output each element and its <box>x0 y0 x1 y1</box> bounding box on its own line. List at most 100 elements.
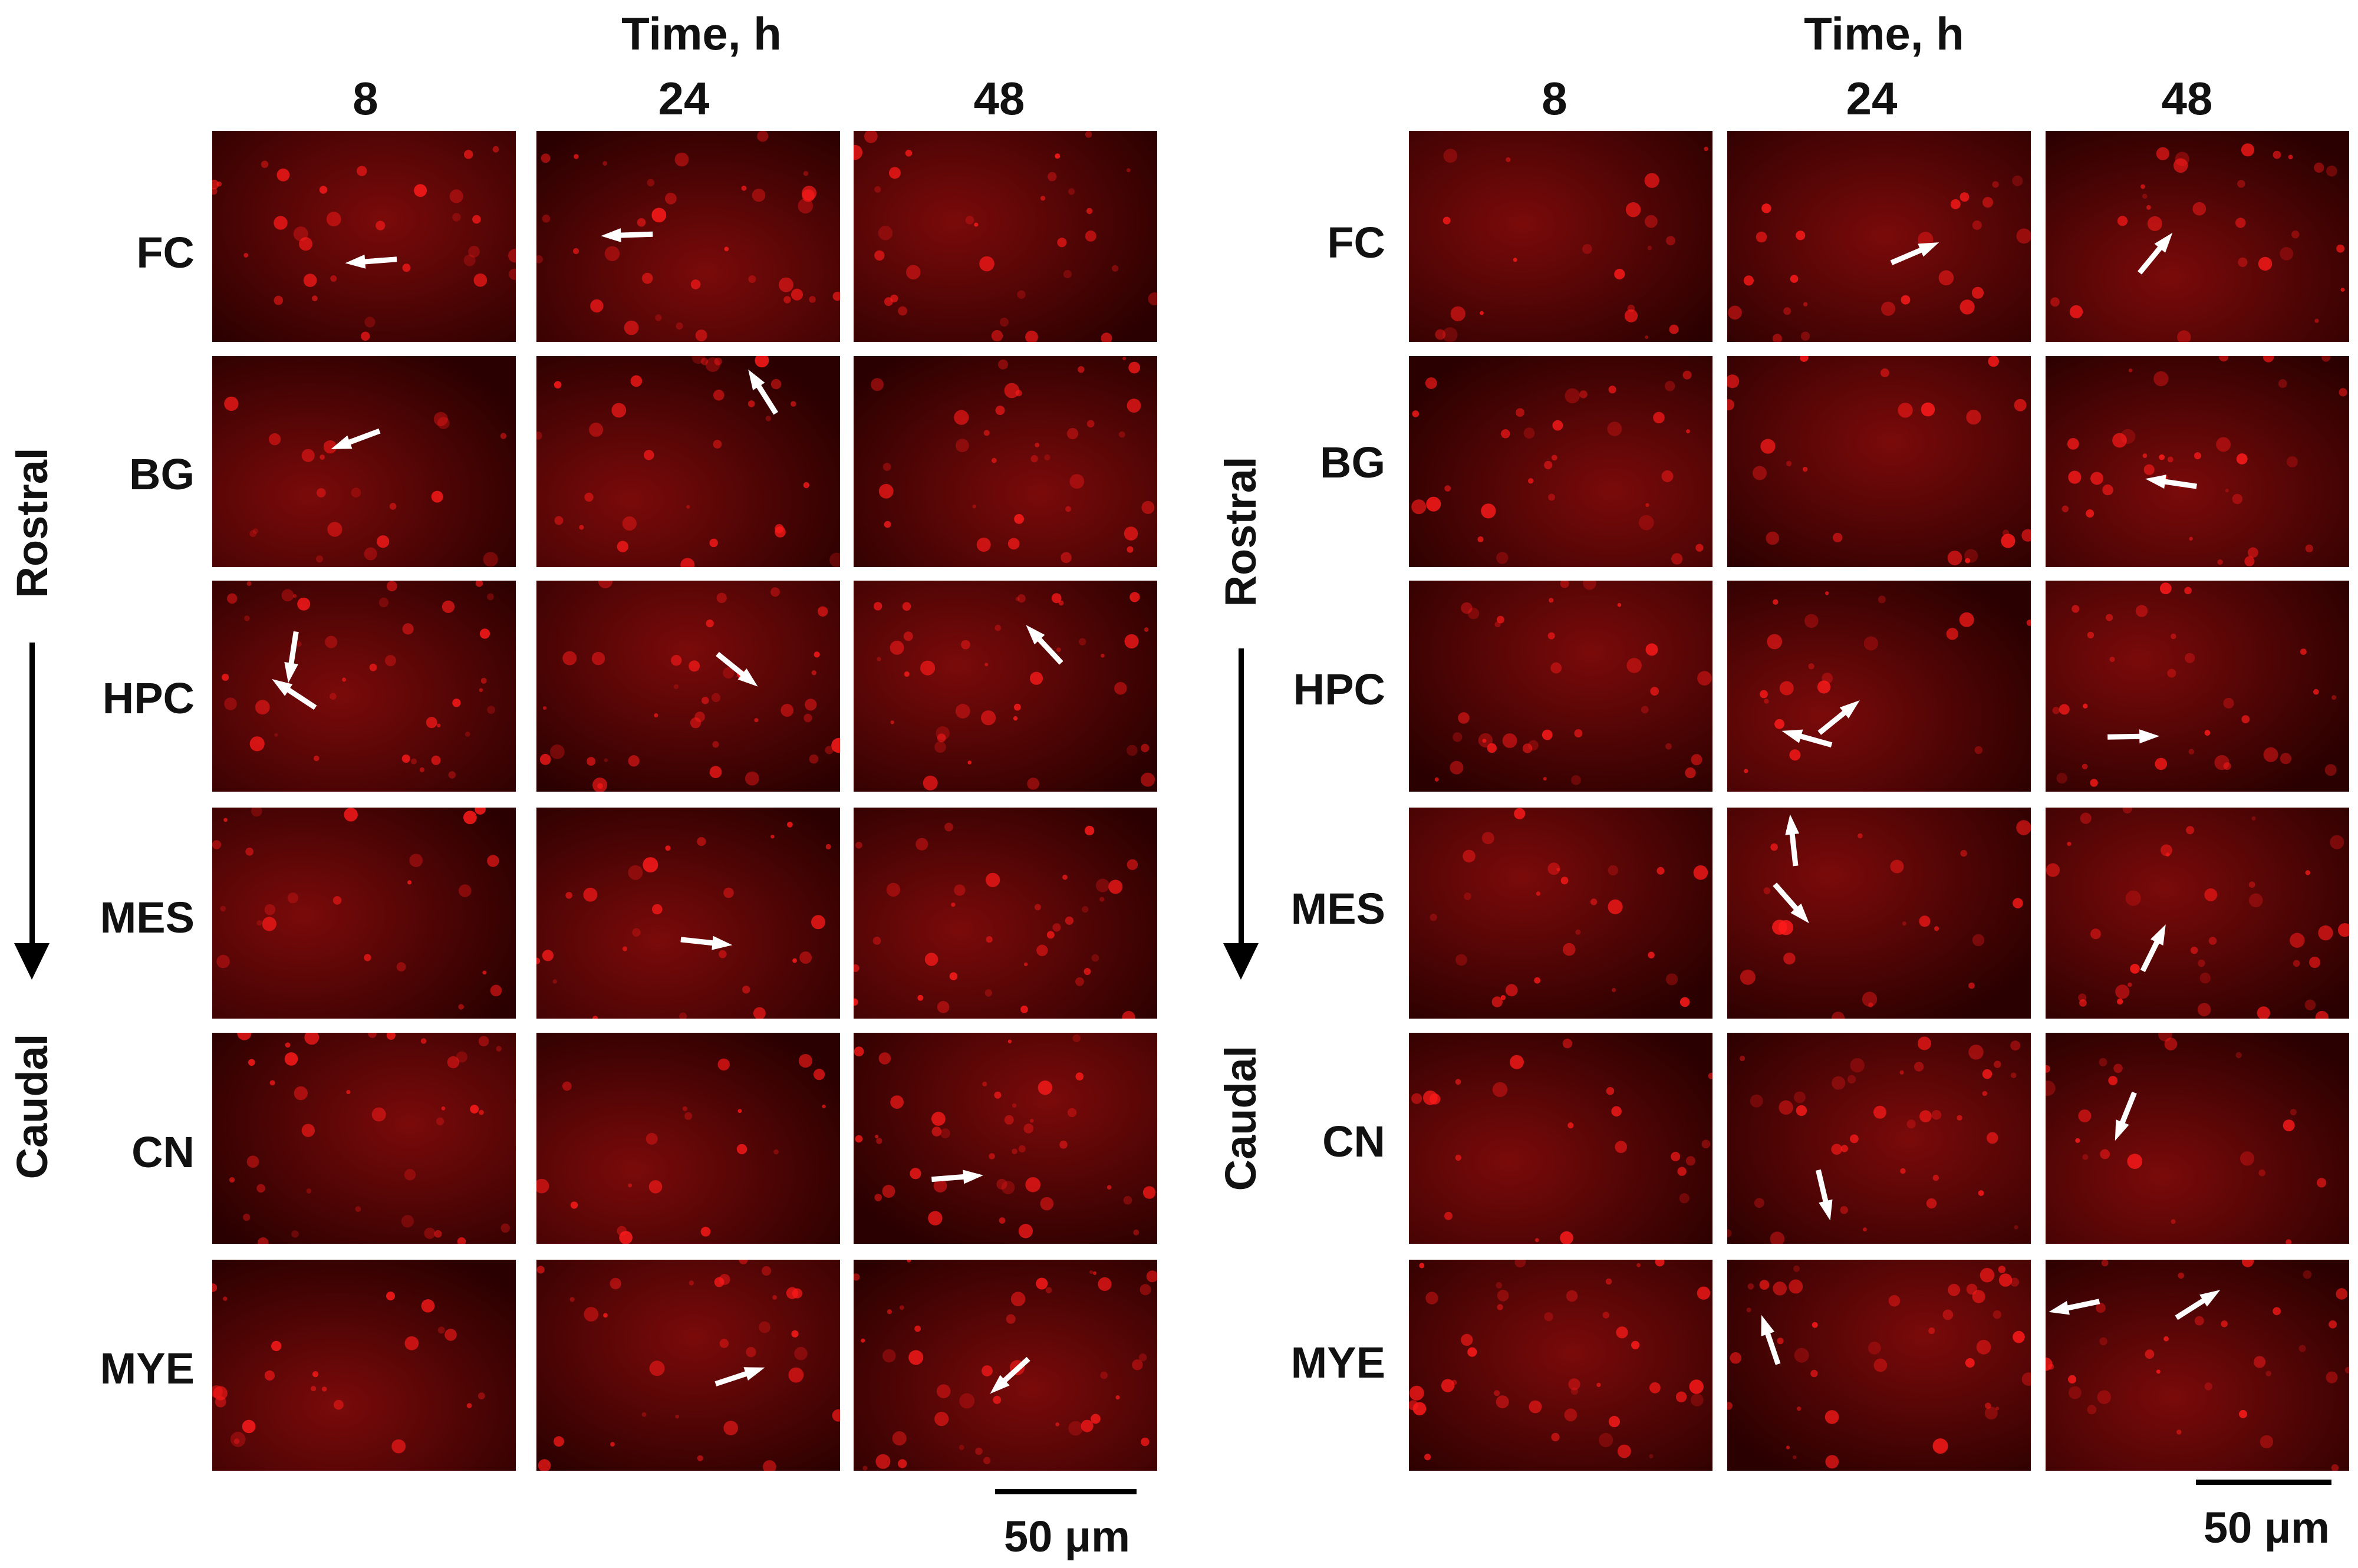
white-arrow-icon <box>2175 1290 2221 1320</box>
region-label: MES <box>1290 884 1385 933</box>
fluorescence-image <box>1409 1260 1712 1471</box>
micrograph-tile <box>212 581 516 792</box>
fluorescence-image <box>854 131 1157 342</box>
white-arrow-icon <box>2049 1299 2100 1315</box>
white-arrow-icon <box>1026 625 1063 665</box>
region-label: CN <box>1322 1117 1385 1166</box>
fluorescence-image <box>536 131 840 342</box>
region-label: CN <box>131 1128 195 1177</box>
micrograph-tile <box>1409 581 1712 792</box>
fluorescence-image <box>854 1033 1157 1244</box>
micrograph-tile <box>536 581 840 792</box>
region-label: MYE <box>100 1344 195 1393</box>
micrograph-tile <box>854 356 1157 567</box>
micrograph-tile <box>212 1033 516 1244</box>
scale-bar <box>995 1489 1137 1494</box>
micrograph-tile <box>212 131 516 342</box>
region-label: FC <box>136 228 195 277</box>
micrograph-tile <box>854 808 1157 1019</box>
micrograph-tile <box>854 581 1157 792</box>
fluorescence-image <box>1409 356 1712 567</box>
rostral-axis-label: Rostral <box>8 447 57 598</box>
rostral-caudal-arrow-shaft <box>29 643 35 949</box>
micrograph-tile <box>2046 808 2349 1019</box>
white-arrow-icon <box>284 631 299 683</box>
caudal-axis-label: Caudal <box>8 1033 57 1180</box>
fluorescence-image <box>1727 1033 2031 1244</box>
fluorescence-image <box>212 131 516 342</box>
region-label: FC <box>1327 218 1385 267</box>
white-arrow-icon <box>1781 729 1833 748</box>
white-arrow-icon <box>1890 242 1939 265</box>
fluorescence-image <box>536 356 840 567</box>
micrograph-tile <box>536 1260 840 1471</box>
micrograph-tile <box>854 131 1157 342</box>
white-arrow-icon <box>714 1367 765 1386</box>
fluorescence-image <box>1409 131 1712 342</box>
region-label: MES <box>100 893 195 942</box>
white-arrow-icon <box>1761 1315 1781 1365</box>
fluorescence-image <box>1727 1260 2031 1471</box>
white-arrow-icon <box>272 679 317 710</box>
white-arrow-icon <box>2140 924 2166 973</box>
rostral-axis-label: Rostral <box>1216 456 1265 607</box>
time-column-label: 48 <box>973 73 1025 124</box>
micrograph-tile <box>2046 356 2349 567</box>
micrograph-tile <box>1409 356 1712 567</box>
micrograph-tile <box>2046 581 2349 792</box>
fluorescence-image <box>212 581 516 792</box>
fluorescence-image <box>212 1260 516 1471</box>
time-column-label: 8 <box>1542 73 1567 124</box>
fluorescence-image <box>1409 1033 1712 1244</box>
white-arrow-icon <box>990 1356 1030 1394</box>
region-label: BG <box>129 450 195 499</box>
region-label: MYE <box>1290 1338 1385 1387</box>
white-arrow-icon <box>601 228 653 242</box>
time-column-label: 24 <box>1846 73 1898 124</box>
fluorescence-image <box>1409 808 1712 1019</box>
rostral-caudal-arrow-head <box>1223 943 1259 980</box>
white-arrow-icon <box>345 254 397 269</box>
micrograph-tile <box>536 808 840 1019</box>
fluorescence-image <box>212 356 516 567</box>
micrograph-tile <box>1727 808 2031 1019</box>
fluorescence-image <box>2046 1260 2349 1471</box>
fluorescence-image <box>2046 808 2349 1019</box>
region-label: HPC <box>102 674 195 723</box>
right-figure-panel: Time, h 8 24 48 FC BG HPC MES CN MYE Ros… <box>1185 0 2358 1568</box>
micrograph-tile <box>1727 581 2031 792</box>
micrograph-tile <box>536 131 840 342</box>
fluorescence-image <box>212 1033 516 1244</box>
micrograph-tile <box>212 356 516 567</box>
white-arrow-icon <box>680 935 733 950</box>
white-arrow-icon <box>1817 700 1860 735</box>
time-column-label: 8 <box>353 73 378 124</box>
micrograph-tile <box>1409 1033 1712 1244</box>
white-arrow-icon <box>2138 232 2173 275</box>
white-arrow-icon <box>2115 1091 2137 1141</box>
time-column-label: 24 <box>658 73 710 124</box>
rostral-caudal-arrow-head <box>14 943 50 980</box>
region-label: HPC <box>1293 665 1385 714</box>
white-arrow-icon <box>748 369 779 415</box>
micrograph-tile <box>1727 1033 2031 1244</box>
fluorescence-image <box>2046 1033 2349 1244</box>
fluorescence-image <box>2046 356 2349 567</box>
fluorescence-image <box>854 581 1157 792</box>
fluorescence-image <box>854 1260 1157 1471</box>
fluorescence-image <box>854 808 1157 1019</box>
fluorescence-image <box>536 1260 840 1471</box>
fluorescence-image <box>212 808 516 1019</box>
micrograph-tile <box>2046 1260 2349 1471</box>
micrograph-tile <box>212 808 516 1019</box>
fluorescence-image <box>1727 131 2031 342</box>
caudal-axis-label: Caudal <box>1216 1045 1265 1191</box>
white-arrow-icon <box>2107 729 2160 744</box>
micrograph-tile <box>1727 131 2031 342</box>
fluorescence-image <box>1409 581 1712 792</box>
fluorescence-image <box>854 356 1157 567</box>
fluorescence-image <box>536 581 840 792</box>
micrograph-tile <box>1727 356 2031 567</box>
micrograph-tile <box>2046 1033 2349 1244</box>
time-axis-title: Time, h <box>621 8 782 60</box>
